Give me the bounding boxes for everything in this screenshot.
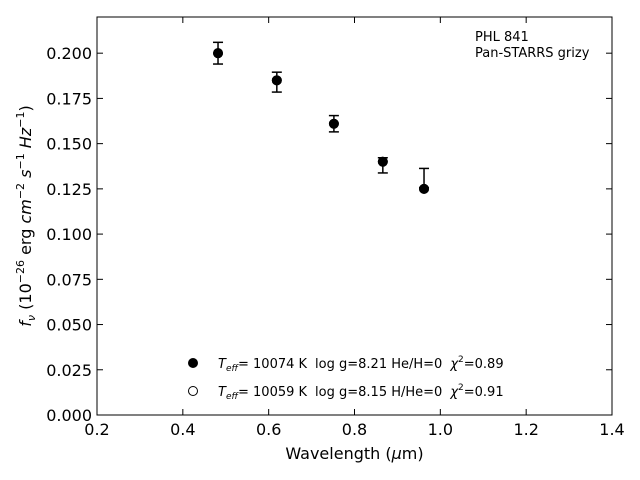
y-tick-label: 0.025	[46, 361, 92, 380]
annotation-line-2: Pan-STARRS grizy	[475, 46, 590, 61]
y-tick-label: 0.200	[46, 44, 92, 63]
x-tick-label: 1.4	[599, 420, 624, 439]
y-tick-label: 0.075	[46, 270, 92, 289]
x-tick-label: 0.8	[342, 420, 367, 439]
annotation-line-1: PHL 841	[475, 30, 529, 45]
y-tick-label: 0.000	[46, 406, 92, 425]
y-axis-label: fν (10−26 erg cm−2 s−1 Hz−1)	[14, 105, 38, 326]
plot-frame	[96, 16, 613, 416]
y-axis-ticks: 0.000 0.025 0.050 0.075 0.100 0.125 0.150 0.175…	[46, 44, 612, 425]
model-point-filled	[377, 156, 388, 167]
y-tick-label: 0.175	[46, 89, 92, 108]
x-tick-label: 0.2	[84, 420, 109, 439]
y-tick-label: 0.150	[46, 135, 92, 154]
legend-marker-filled	[188, 358, 198, 368]
y-tick-label: 0.125	[46, 180, 92, 199]
model-point-filled	[419, 183, 430, 194]
x-tick-label: 1.2	[513, 420, 538, 439]
legend-marker-open	[188, 386, 198, 396]
x-tick-label: 0.4	[170, 420, 195, 439]
model-point-filled	[213, 48, 224, 59]
x-axis-ticks: 0.2 0.4 0.6 0.8 1.0 1.2 1.4	[84, 17, 625, 439]
data-marks	[213, 41, 430, 194]
y-tick-label: 0.100	[46, 225, 92, 244]
y-tick-label: 0.050	[46, 316, 92, 335]
model-point-filled	[271, 75, 282, 86]
x-tick-label: 0.6	[256, 420, 281, 439]
x-tick-label: 1.0	[428, 420, 453, 439]
model-point-filled	[328, 118, 339, 129]
x-axis-label: Wavelength (μm)	[285, 444, 423, 463]
